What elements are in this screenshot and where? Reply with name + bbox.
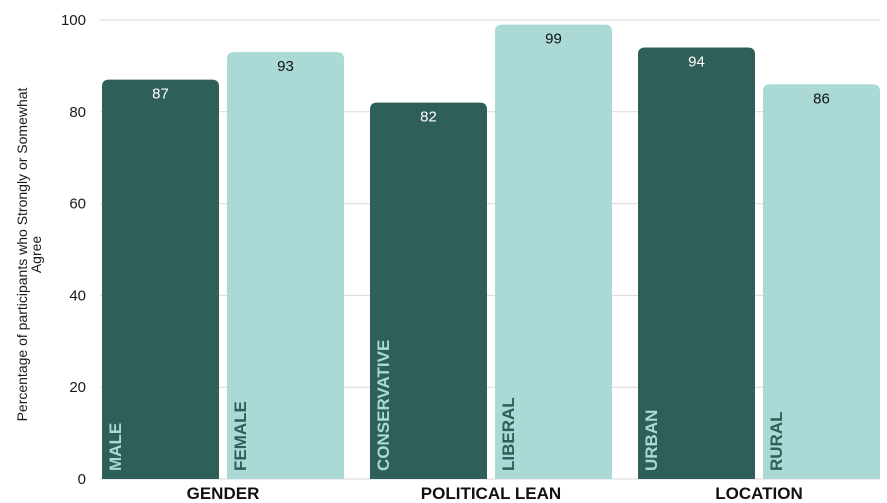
y-tick-label: 40 xyxy=(69,287,86,304)
bar-value-label: 86 xyxy=(813,90,830,107)
y-tick-label: 0 xyxy=(78,471,86,488)
bar-value-label: 82 xyxy=(420,109,437,126)
bar-male xyxy=(102,79,219,480)
bar-value-label: 87 xyxy=(152,86,169,103)
y-tick-label: 80 xyxy=(69,104,86,121)
bar-category-label: CONSERVATIVE xyxy=(374,340,393,471)
bar-category-label: URBAN xyxy=(642,410,661,471)
bar-category-label: RURAL xyxy=(767,412,786,472)
y-tick-label: 20 xyxy=(69,379,86,396)
bar-value-label: 94 xyxy=(688,54,705,71)
bar-category-label: FEMALE xyxy=(231,401,250,471)
bar-liberal xyxy=(495,24,612,480)
group-labels: GENDER POLITICAL LEAN LOCATION xyxy=(187,484,803,503)
bar-rural xyxy=(763,84,880,479)
bar-female xyxy=(227,52,344,479)
y-axis-title-line-2: Agree xyxy=(28,236,44,274)
group-label: LOCATION xyxy=(715,484,803,503)
bars: 87 MALE 93 FEMALE 82 CONSERVATIVE 99 LIBERAL 94 U… xyxy=(102,24,880,480)
y-axis-title: Percentage of participants who Strongly … xyxy=(14,87,44,421)
bar-category-label: MALE xyxy=(106,423,125,471)
bar-urban xyxy=(638,47,755,479)
y-tick-label: 60 xyxy=(69,196,86,213)
group-label: POLITICAL LEAN xyxy=(421,484,561,503)
y-axis-ticks: 0 20 40 60 80 100 xyxy=(61,12,86,488)
bar-conservative xyxy=(370,102,487,480)
bar-value-label: 93 xyxy=(277,58,294,75)
bar-value-label: 99 xyxy=(545,31,562,48)
y-axis-title-line-1: Percentage of participants who Strongly … xyxy=(14,87,30,421)
y-tick-label: 100 xyxy=(61,12,86,29)
bar-category-label: LIBERAL xyxy=(499,397,518,471)
group-label: GENDER xyxy=(187,484,260,503)
